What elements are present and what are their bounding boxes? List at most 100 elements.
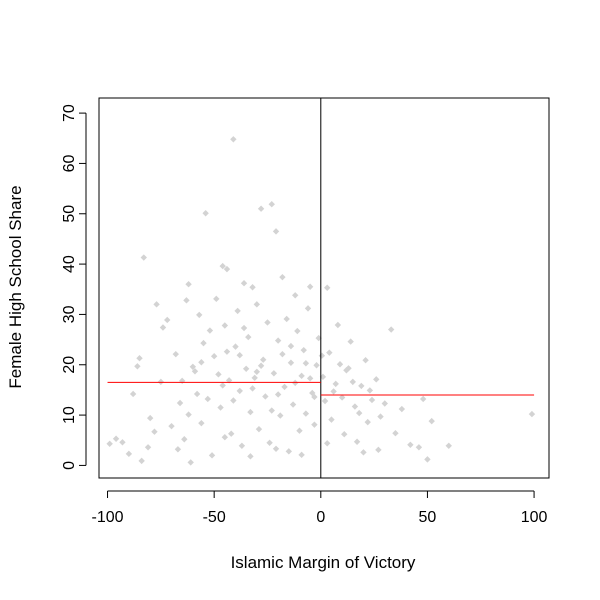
data-point bbox=[330, 388, 337, 395]
data-point bbox=[313, 362, 320, 369]
data-point bbox=[364, 418, 371, 426]
data-point bbox=[341, 431, 348, 438]
data-point bbox=[240, 324, 248, 332]
x-tick-label: 50 bbox=[419, 509, 437, 526]
data-point bbox=[164, 316, 171, 324]
data-point bbox=[351, 403, 359, 410]
data-point bbox=[202, 210, 209, 217]
data-point bbox=[272, 228, 280, 235]
data-point bbox=[176, 399, 184, 407]
data-point bbox=[136, 355, 143, 362]
data-point bbox=[274, 337, 282, 344]
x-tick-label: -50 bbox=[203, 509, 226, 526]
data-point bbox=[298, 451, 305, 459]
data-point bbox=[215, 371, 222, 378]
data-point bbox=[311, 421, 318, 428]
data-point bbox=[228, 430, 235, 437]
data-point bbox=[213, 295, 220, 303]
data-point bbox=[257, 205, 265, 212]
data-point bbox=[360, 449, 367, 456]
data-point bbox=[270, 370, 278, 377]
data-point bbox=[315, 334, 322, 342]
data-point bbox=[234, 307, 241, 315]
data-point bbox=[193, 390, 201, 398]
data-point bbox=[445, 442, 452, 449]
data-point bbox=[296, 427, 303, 434]
data-point bbox=[260, 356, 267, 363]
data-point bbox=[236, 351, 243, 359]
data-point bbox=[302, 410, 310, 417]
data-point bbox=[277, 412, 284, 419]
data-point bbox=[300, 346, 307, 354]
data-point bbox=[189, 363, 197, 370]
x-axis-title: Islamic Margin of Victory bbox=[231, 553, 416, 572]
data-point bbox=[355, 409, 363, 417]
data-point bbox=[225, 377, 233, 384]
data-point bbox=[279, 273, 286, 281]
data-point bbox=[326, 349, 333, 356]
y-tick-label: 10 bbox=[61, 406, 78, 424]
data-point bbox=[294, 327, 301, 335]
data-point bbox=[219, 382, 226, 389]
data-point bbox=[283, 315, 290, 323]
data-point bbox=[174, 446, 182, 453]
scatter-points bbox=[106, 136, 536, 466]
data-point bbox=[253, 368, 261, 376]
x-axis: -100 -50 0 50 100 bbox=[92, 490, 548, 526]
data-point bbox=[196, 311, 203, 319]
data-point bbox=[319, 373, 327, 381]
data-point bbox=[292, 292, 299, 299]
data-point bbox=[230, 397, 237, 404]
data-point bbox=[245, 333, 252, 341]
data-point bbox=[272, 445, 280, 453]
data-point bbox=[217, 404, 224, 411]
data-point bbox=[311, 393, 318, 401]
data-point bbox=[200, 339, 207, 347]
data-point bbox=[381, 400, 388, 407]
data-point bbox=[208, 452, 216, 459]
data-point bbox=[242, 365, 250, 372]
data-point bbox=[375, 446, 382, 454]
data-point bbox=[181, 436, 188, 443]
data-point bbox=[407, 441, 414, 448]
data-point bbox=[353, 438, 361, 445]
data-point bbox=[306, 375, 314, 382]
data-point bbox=[247, 408, 254, 416]
data-point bbox=[230, 136, 237, 143]
data-point bbox=[415, 444, 423, 451]
data-point bbox=[251, 374, 258, 382]
y-tick-label: 40 bbox=[61, 255, 78, 273]
data-point bbox=[238, 442, 246, 449]
data-point bbox=[424, 456, 431, 463]
data-point bbox=[323, 284, 331, 291]
reference-lines bbox=[107, 98, 535, 478]
data-point bbox=[151, 428, 158, 435]
data-point bbox=[253, 301, 261, 308]
data-point bbox=[428, 417, 435, 425]
data-point bbox=[274, 391, 282, 398]
plot-area-frame bbox=[98, 97, 550, 479]
data-point bbox=[373, 376, 380, 383]
data-point bbox=[219, 262, 226, 270]
data-point bbox=[129, 390, 137, 398]
data-point bbox=[266, 439, 273, 446]
x-tick-label: -100 bbox=[92, 509, 124, 526]
data-point bbox=[262, 393, 269, 400]
data-point bbox=[323, 440, 331, 447]
data-point bbox=[292, 379, 299, 387]
data-point bbox=[419, 395, 427, 403]
data-point bbox=[119, 439, 126, 446]
data-point bbox=[232, 343, 239, 350]
data-point bbox=[206, 327, 214, 334]
data-point bbox=[146, 414, 154, 422]
data-point bbox=[191, 368, 199, 375]
data-point bbox=[347, 338, 354, 345]
data-point bbox=[125, 450, 133, 458]
data-point bbox=[157, 378, 165, 386]
data-point bbox=[140, 254, 147, 261]
data-point bbox=[392, 430, 399, 437]
data-point bbox=[236, 387, 243, 395]
data-point bbox=[264, 319, 271, 326]
data-point bbox=[318, 352, 326, 359]
